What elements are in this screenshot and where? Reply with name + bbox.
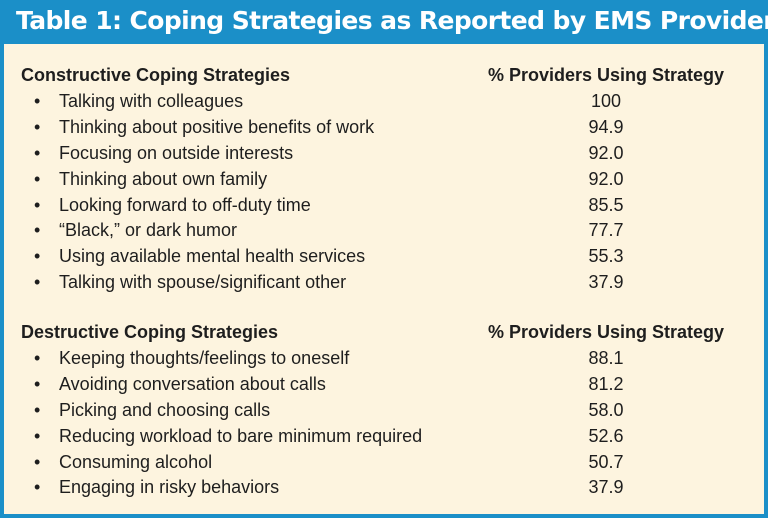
percent-value: 88.1 <box>588 348 624 368</box>
table-row: • “Black,” or dark humor 77.7 <box>4 218 764 244</box>
table-row: • Engaging in risky behaviors 37.9 <box>4 475 764 501</box>
percent-value: 37.9 <box>588 477 624 498</box>
constructive-heading: Constructive Coping Strategies <box>21 65 291 85</box>
constructive-section: Constructive Coping Strategies % Provide… <box>4 63 764 296</box>
bullet-icon: • <box>34 168 41 189</box>
bullet-icon: • <box>34 399 41 420</box>
table-row: • Using available mental health services 5… <box>4 244 764 270</box>
strategy-label: Focusing on outside interests <box>59 142 294 163</box>
strategy-label: Using available mental health services <box>59 246 366 267</box>
strategy-label: Thinking about own family <box>59 168 268 189</box>
bullet-icon: • <box>34 373 41 394</box>
title-bar: Table 1: Coping Strategies as Reported b… <box>4 0 768 44</box>
strategy-label: Avoiding conversation about calls <box>59 373 326 394</box>
table-title-text: Table 1: Coping Strategies as Reported b… <box>16 6 768 35</box>
destructive-column-header: % Providers Using Strategy <box>487 322 725 342</box>
bullet-icon: • <box>34 272 41 293</box>
table-row: • Focusing on outside interests 92.0 <box>4 141 764 167</box>
destructive-rows: • Keeping thoughts/feelings to oneself 88.… <box>4 346 764 501</box>
destructive-header-row: Destructive Coping Strategies % Provider… <box>4 320 764 346</box>
table-row: • Talking with spouse/significant other 37… <box>4 270 764 296</box>
strategy-label: “Black,” or dark humor <box>59 220 238 241</box>
percent-value: 55.3 <box>588 246 624 267</box>
strategy-label: Consuming alcohol <box>59 451 213 472</box>
bullet-icon: • <box>34 451 41 472</box>
table-row: • Consuming alcohol 50.7 <box>4 450 764 476</box>
strategy-label: Keeping thoughts/feelings to oneself <box>59 348 350 368</box>
bullet-icon: • <box>34 477 41 498</box>
bullet-icon: • <box>34 91 41 111</box>
table-row: • Avoiding conversation about calls 81.2 <box>4 372 764 398</box>
strategy-label: Thinking about positive benefits of work <box>59 116 375 137</box>
bullet-icon: • <box>34 220 41 241</box>
percent-value: 92.0 <box>588 142 624 163</box>
percent-value: 92.0 <box>588 168 624 189</box>
constructive-rows: • Talking with colleagues 100 • Thinking abo… <box>4 89 764 296</box>
percent-value: 77.7 <box>588 220 624 241</box>
table-row: • Reducing workload to bare minimum requi… <box>4 424 764 450</box>
strategy-label: Engaging in risky behaviors <box>59 477 280 498</box>
table-row: • Talking with colleagues 100 <box>4 89 764 115</box>
destructive-section: Destructive Coping Strategies % Provider… <box>4 320 764 501</box>
percent-value: 50.7 <box>588 451 624 472</box>
strategy-label: Talking with spouse/significant other <box>59 272 347 293</box>
strategy-label: Picking and choosing calls <box>59 399 271 420</box>
strategy-label: Reducing workload to bare minimum requir… <box>59 425 423 446</box>
bullet-icon: • <box>34 348 41 368</box>
bullet-icon: • <box>34 246 41 267</box>
bullet-icon: • <box>34 425 41 446</box>
percent-value: 58.0 <box>588 399 624 420</box>
percent-value: 52.6 <box>588 425 624 446</box>
strategy-label: Looking forward to off-duty time <box>59 194 311 215</box>
table-row: • Looking forward to off-duty time 85.5 <box>4 193 764 219</box>
table-row: • Keeping thoughts/feelings to oneself 88.… <box>4 346 764 372</box>
percent-value: 81.2 <box>588 373 624 394</box>
bullet-icon: • <box>34 194 41 215</box>
constructive-header-row: Constructive Coping Strategies % Provide… <box>4 63 764 89</box>
percent-value: 94.9 <box>588 116 624 137</box>
percent-value: 37.9 <box>588 272 624 293</box>
constructive-column-header: % Providers Using Strategy <box>487 65 725 85</box>
table-title: Table 1: Coping Strategies as Reported b… <box>16 4 768 38</box>
percent-value: 85.5 <box>588 194 624 215</box>
table-row: • Thinking about positive benefits of wor… <box>4 115 764 141</box>
table-row: • Picking and choosing calls 58.0 <box>4 398 764 424</box>
bullet-icon: • <box>34 142 41 163</box>
bullet-icon: • <box>34 116 41 137</box>
destructive-heading: Destructive Coping Strategies <box>21 322 279 342</box>
table-row: • Thinking about own family 92.0 <box>4 167 764 193</box>
strategy-label: Talking with colleagues <box>59 91 244 111</box>
percent-value: 100 <box>590 91 622 111</box>
